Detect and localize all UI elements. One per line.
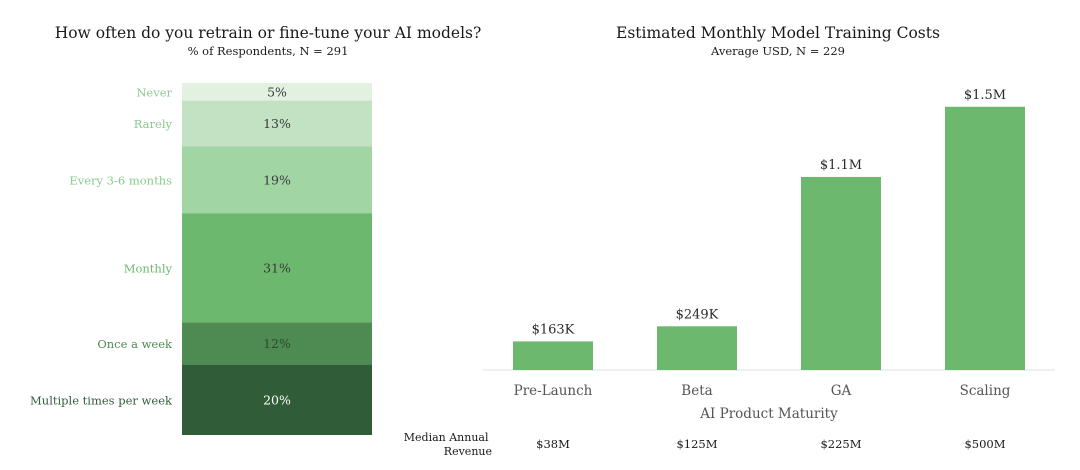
stacked-segment [182,100,372,147]
segment-value-label: 19% [263,172,291,187]
cost-bar [657,326,737,370]
x-tick-label: GA [831,383,852,399]
left-chart-title: How often do you retrain or fine-tune yo… [55,24,482,42]
stacked-bar: 5% Never 13% Rarely 19% Every 3-6 months 31% Mo… [30,83,372,435]
right-chart-title: Estimated Monthly Model Training Costs [616,24,940,42]
cost-bar [513,341,593,370]
segment-value-label: 20% [263,392,291,407]
cost-bar [945,106,1025,370]
footer-value: $125M [676,437,717,451]
footer-value: $225M [820,437,861,451]
bar-value-label: $163K [532,322,575,337]
segment-category-label: Multiple times per week [30,393,173,407]
segment-value-label: 5% [267,84,287,99]
segment-category-label: Rarely [134,117,173,131]
stacked-segment [182,146,372,214]
stacked-segment [182,364,372,435]
footer-row-values: $38M $125M $225M $500M [536,437,1006,451]
x-tick-label: Beta [681,383,712,399]
stacked-segment [182,83,372,101]
retrain-frequency-chart: How often do you retrain or fine-tune yo… [30,24,481,435]
bar-value-label: $249K [676,307,719,322]
footer-value: $500M [964,437,1005,451]
cost-bar [801,176,881,370]
segment-value-label: 31% [263,260,291,275]
right-chart-subtitle: Average USD, N = 229 [710,44,845,58]
segment-category-label: Never [136,85,172,99]
x-tick-label: Scaling [960,383,1011,399]
stacked-segment [182,322,372,365]
footer-value: $38M [536,437,570,451]
stacked-segment [182,213,372,323]
segment-value-label: 12% [263,336,291,351]
left-chart-subtitle: % of Respondents, N = 291 [188,44,349,58]
segment-category-label: Every 3-6 months [69,173,172,187]
bar-value-label: $1.1M [820,158,862,173]
segment-value-label: 13% [263,116,291,131]
segment-category-label: Monthly [124,261,173,275]
footer-row-label: Median Annual Revenue [404,431,492,458]
training-costs-chart: Estimated Monthly Model Training Costs A… [404,24,1055,458]
bar-value-label: $1.5M [964,88,1006,103]
x-tick-label: Pre-Launch [514,383,593,399]
bar-series: $163K Pre-Launch $249K Beta $1.1M GA $1.5M Scal… [513,88,1025,399]
x-axis-label: AI Product Maturity [699,406,838,422]
segment-category-label: Once a week [97,337,173,351]
